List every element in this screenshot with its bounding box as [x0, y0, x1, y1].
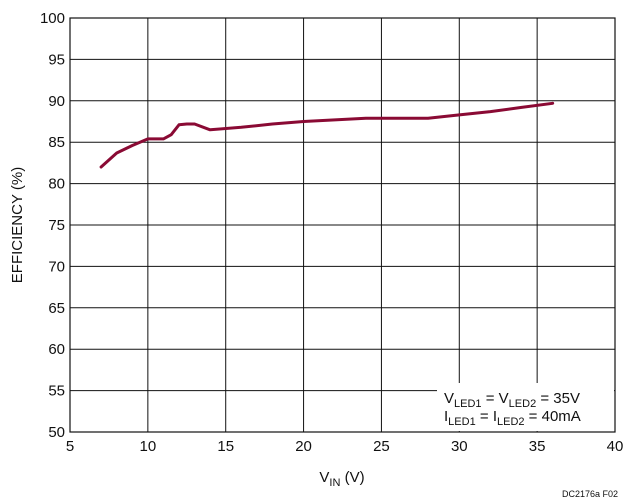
annotation-line-1: VLED1 = VLED2 = 35V — [444, 390, 580, 410]
y-tick-label: 75 — [48, 217, 65, 234]
y-tick-label: 60 — [48, 341, 65, 358]
efficiency-series-line — [99, 101, 555, 169]
x-tick-label: 35 — [529, 438, 546, 455]
x-tick-labels: 5 10 15 20 25 30 35 40 — [66, 438, 623, 455]
y-tick-label: 55 — [48, 383, 65, 400]
figure-code: DC2176a F02 — [562, 489, 618, 499]
y-tick-labels: 50 55 60 65 70 75 80 85 90 95 100 — [40, 10, 65, 441]
series-lines — [99, 101, 555, 169]
x-tick-label: 30 — [451, 438, 468, 455]
y-tick-label: 80 — [48, 176, 65, 193]
x-tick-label: 10 — [140, 438, 157, 455]
annotation-line-2: ILED1 = ILED2 = 40mA — [444, 408, 581, 428]
y-tick-label: 90 — [48, 93, 65, 110]
y-axis-title: EFFICIENCY (%) — [9, 167, 26, 283]
x-tick-label: 15 — [217, 438, 234, 455]
x-tick-label: 40 — [607, 438, 623, 455]
y-tick-label: 100 — [40, 10, 65, 27]
x-tick-label: 25 — [373, 438, 390, 455]
y-tick-label: 65 — [48, 300, 65, 317]
x-axis-title: VIN (V) — [319, 469, 364, 489]
y-tick-label: 85 — [48, 134, 65, 151]
annotation-box — [437, 383, 614, 431]
y-tick-label: 50 — [48, 424, 65, 441]
x-tick-label: 5 — [66, 438, 74, 455]
grid-lines — [69, 17, 616, 433]
y-tick-label: 95 — [48, 51, 65, 68]
x-tick-label: 20 — [295, 438, 312, 455]
plot-frame — [69, 17, 616, 433]
y-tick-label: 70 — [48, 258, 65, 275]
